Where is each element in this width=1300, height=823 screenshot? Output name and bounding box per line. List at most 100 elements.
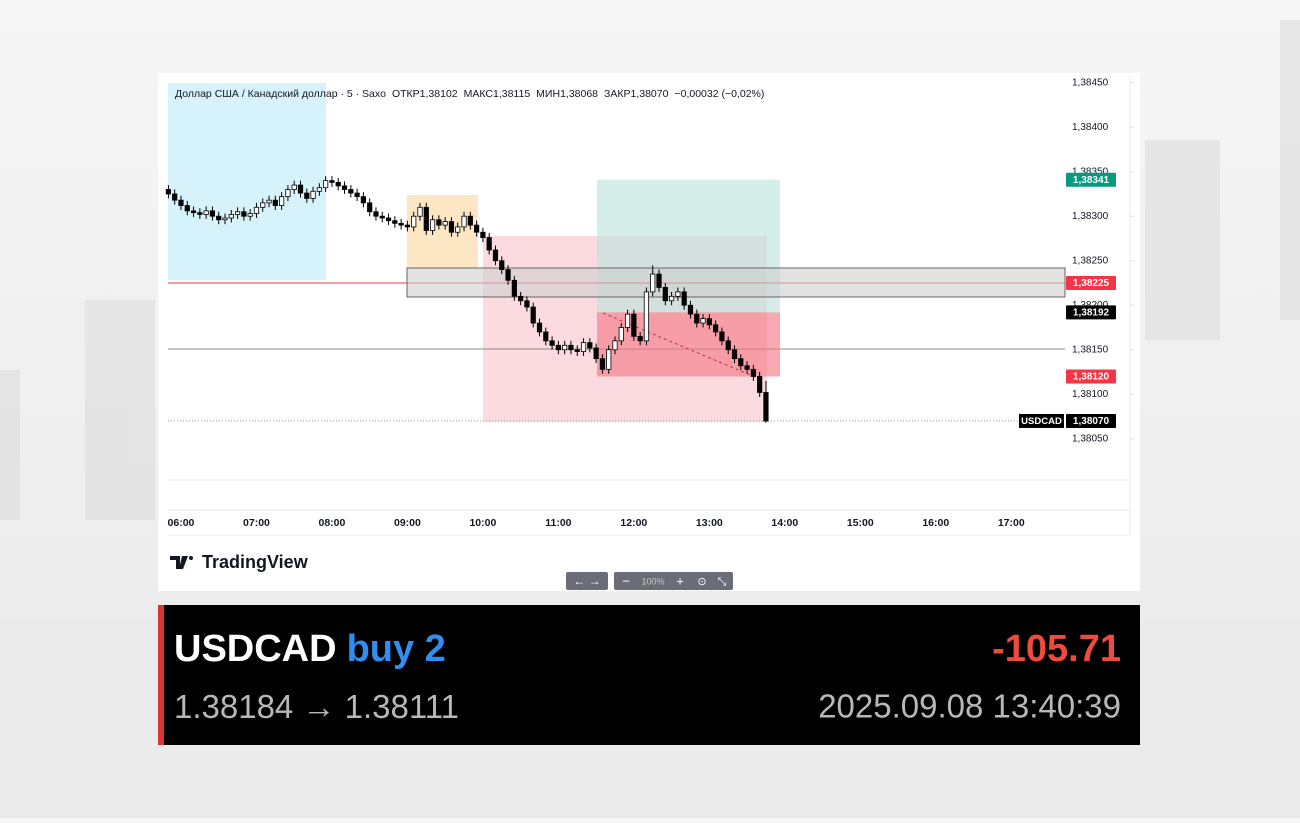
candle-body: [455, 226, 461, 233]
candle-body: [323, 180, 329, 189]
candle-body: [700, 318, 706, 324]
x-tick-label: 12:00: [620, 517, 647, 529]
fit[interactable]: ⤡: [718, 576, 727, 588]
candle-body: [574, 349, 580, 352]
candle-body: [694, 313, 700, 324]
low-label: МИН: [536, 88, 560, 100]
stop-loss-box: [597, 312, 780, 377]
candle-body: [763, 392, 769, 422]
y-tick-label: 1,38300: [1072, 211, 1109, 222]
candle-body: [713, 324, 719, 333]
x-tick-label: 14:00: [771, 517, 798, 529]
high: 1,38115: [493, 88, 530, 100]
zoom-out[interactable]: −: [622, 573, 630, 588]
trade-profit: -105.71: [992, 628, 1121, 670]
scroll-buttons[interactable]: [566, 572, 608, 590]
session-box: [168, 83, 326, 280]
candle-body: [228, 214, 234, 219]
candle-body: [499, 260, 505, 271]
trade-title: USDCAD buy 2: [174, 628, 446, 670]
trade-time: 2025.09.08 13:40:39: [818, 688, 1121, 725]
candle-body: [562, 344, 568, 351]
candle-body: [624, 313, 631, 328]
candle-body: [492, 249, 499, 262]
zoom-toolbar: ← → − 100% + ⊙ ⤡: [566, 572, 733, 590]
candle-body: [209, 210, 216, 217]
candle-body: [304, 192, 310, 199]
candle-body: [360, 196, 366, 204]
trade-prices: 1.38184 → 1.38111: [174, 688, 459, 725]
candle-body: [392, 220, 398, 224]
x-tick-label: 16:00: [922, 517, 949, 529]
candle-body: [291, 184, 297, 190]
candle-body: [706, 318, 712, 326]
candle-body: [650, 273, 656, 293]
candle-body: [329, 180, 335, 183]
candle-body: [411, 215, 417, 228]
change: −0,00032 (−0,02%): [674, 88, 764, 100]
scroll-icon: ← →: [573, 574, 600, 588]
candle-body: [480, 231, 486, 238]
candle-body: [184, 205, 190, 212]
candle-body: [279, 196, 285, 206]
candle-body: [675, 291, 681, 297]
candle-body: [335, 181, 341, 187]
candle-body: [429, 219, 436, 231]
candle-body: [669, 295, 675, 302]
zoom-in[interactable]: +: [676, 573, 684, 588]
candle-body: [486, 237, 492, 251]
zoom-buttons[interactable]: [614, 572, 733, 590]
candle-body: [316, 187, 322, 192]
price-label-bg: [1066, 275, 1116, 290]
candle-body: [681, 291, 687, 306]
candle-body: [593, 347, 599, 360]
candle-body: [398, 222, 404, 226]
candle-body: [442, 221, 448, 226]
card-accent: [158, 605, 164, 745]
candle-body: [379, 215, 385, 219]
candle-body: [587, 342, 593, 349]
y-tick-label: 1,38400: [1072, 122, 1109, 133]
trade-card: USDCAD buy 2 -105.71 1.38184 → 1.38111 20…: [158, 605, 1140, 745]
low: 1,38068: [560, 88, 598, 100]
y-tick-label: 1,38150: [1072, 344, 1109, 355]
candle-body: [511, 279, 517, 297]
price-labels: 1,38341 1,38225 1,38192 1,38120 1,38070 USDCA…: [1019, 172, 1116, 428]
candle-body: [260, 202, 266, 208]
arrow: →: [293, 688, 344, 725]
y-tick-label: 1,38350: [1072, 166, 1109, 177]
x-tick-label: 10:00: [469, 517, 496, 529]
candle-body: [731, 349, 738, 360]
candle-body: [580, 342, 587, 352]
candle-body: [172, 193, 178, 201]
candle-body: [543, 331, 549, 342]
candle-body: [518, 295, 524, 302]
zoom-level: 100%: [641, 576, 664, 586]
reset[interactable]: ⊙: [697, 576, 706, 588]
x-tick-label: 13:00: [696, 517, 723, 529]
candle-body: [555, 344, 561, 351]
candle-body: [234, 211, 241, 215]
x-tick-label: 17:00: [998, 517, 1025, 529]
chart-header: Доллар США / Канадский доллар · 5 · Saxo…: [175, 88, 764, 100]
price-label: 1,38225: [1073, 278, 1110, 289]
candle-body: [285, 189, 291, 198]
brand: TradingView: [202, 552, 309, 572]
candle-body: [549, 340, 555, 346]
brand-logo: [170, 556, 193, 569]
x-tick-label: 07:00: [243, 517, 270, 529]
x-tick-label: 06:00: [168, 517, 195, 529]
candle-body: [606, 349, 612, 370]
candle-body: [448, 221, 455, 233]
candle-body: [612, 340, 618, 351]
candle-body: [272, 199, 278, 206]
candle-body: [687, 304, 694, 315]
candle-body: [662, 287, 668, 302]
candle-body: [436, 219, 442, 226]
candle-body: [637, 335, 643, 342]
price-label: 1,38341: [1073, 175, 1110, 186]
candle-body: [524, 300, 530, 308]
candle-body: [467, 215, 473, 226]
